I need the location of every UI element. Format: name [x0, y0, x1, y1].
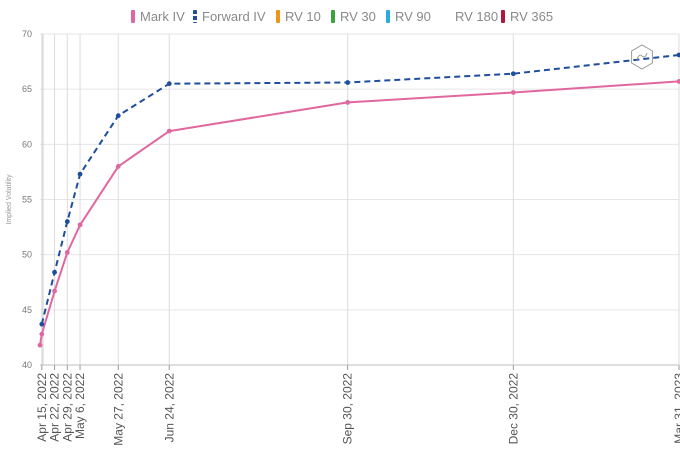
watermark-hexagon [631, 44, 653, 70]
data-point [37, 342, 43, 348]
series-line-forward-iv [40, 54, 680, 325]
x-tick-label: Dec 30, 2022 [506, 373, 520, 445]
data-point [510, 71, 516, 77]
data-point [64, 250, 70, 255]
legend-label: RV 30 [340, 8, 376, 24]
legend-label: RV 90 [395, 8, 431, 24]
data-point [676, 52, 680, 58]
y-tick-label: 65 [22, 84, 32, 94]
grid-layer [40, 33, 680, 366]
y-tick-label: 55 [22, 195, 32, 205]
x-tick-label: Apr 15, 2022 [35, 373, 49, 442]
legend-item-forward-iv[interactable]: Forward IV [193, 8, 266, 24]
legend-item-rv-30[interactable]: RV 30 [331, 8, 376, 24]
data-point [64, 219, 70, 224]
legend-label: RV 180 [455, 8, 499, 24]
legend-item-rv-90[interactable]: RV 90 [386, 8, 431, 24]
y-tick-label: 40 [22, 360, 32, 370]
data-point [345, 100, 351, 105]
legend-swatch [276, 9, 280, 23]
legend-label: RV 10 [285, 8, 321, 24]
x-tick-label: Apr 22, 2022 [48, 373, 62, 442]
x-tick-label: Sep 30, 2022 [341, 373, 355, 445]
legend-item-mark-iv[interactable]: Mark IV [131, 8, 185, 24]
legend-swatch [331, 9, 335, 23]
legend-label: Forward IV [202, 8, 266, 24]
series-line-mark-iv [39, 80, 680, 346]
data-point [115, 113, 121, 119]
legend-item-rv-180[interactable]: RV 180 [446, 8, 498, 24]
x-tick-label: Mar 31, 2023 [672, 373, 680, 444]
legend-swatch [386, 9, 390, 23]
series-layer [37, 52, 680, 348]
data-point [39, 331, 45, 337]
legend-label: RV 365 [510, 8, 554, 24]
data-point [166, 128, 172, 134]
y-tick-label: 60 [22, 139, 32, 149]
x-tick-label: Apr 29, 2022 [60, 373, 74, 442]
legend-item-rv-10[interactable]: RV 10 [276, 8, 321, 24]
data-point [52, 288, 57, 294]
y-axis-label: Implied Volatility [6, 174, 13, 225]
legend-label: Mark IV [140, 8, 185, 24]
data-point [676, 79, 680, 84]
legend-swatch [131, 9, 135, 23]
y-tick-label: 70 [22, 29, 32, 39]
data-point [166, 81, 172, 87]
x-tick-label: May 27, 2022 [111, 373, 125, 446]
chart-legend: Mark IV Forward IV RV 10 RV 30 RV 90 RV 180 RV… [0, 6, 680, 26]
x-tick-label: Jun 24, 2022 [162, 373, 176, 443]
data-point [39, 321, 45, 327]
x-tick-label: May 6, 2022 [73, 373, 87, 439]
y-tick-label: 50 [22, 250, 32, 260]
data-point [77, 222, 83, 228]
data-point [77, 171, 83, 177]
data-point [345, 80, 351, 85]
watermark-glyph [636, 52, 648, 61]
data-point [510, 90, 516, 95]
legend-swatch [193, 9, 197, 23]
data-point [115, 164, 121, 169]
legend-item-rv-365[interactable]: RV 365 [501, 8, 553, 24]
y-tick-label: 45 [22, 305, 32, 315]
legend-swatch [501, 9, 505, 23]
watermark-logo [631, 44, 653, 70]
data-point [52, 269, 57, 275]
